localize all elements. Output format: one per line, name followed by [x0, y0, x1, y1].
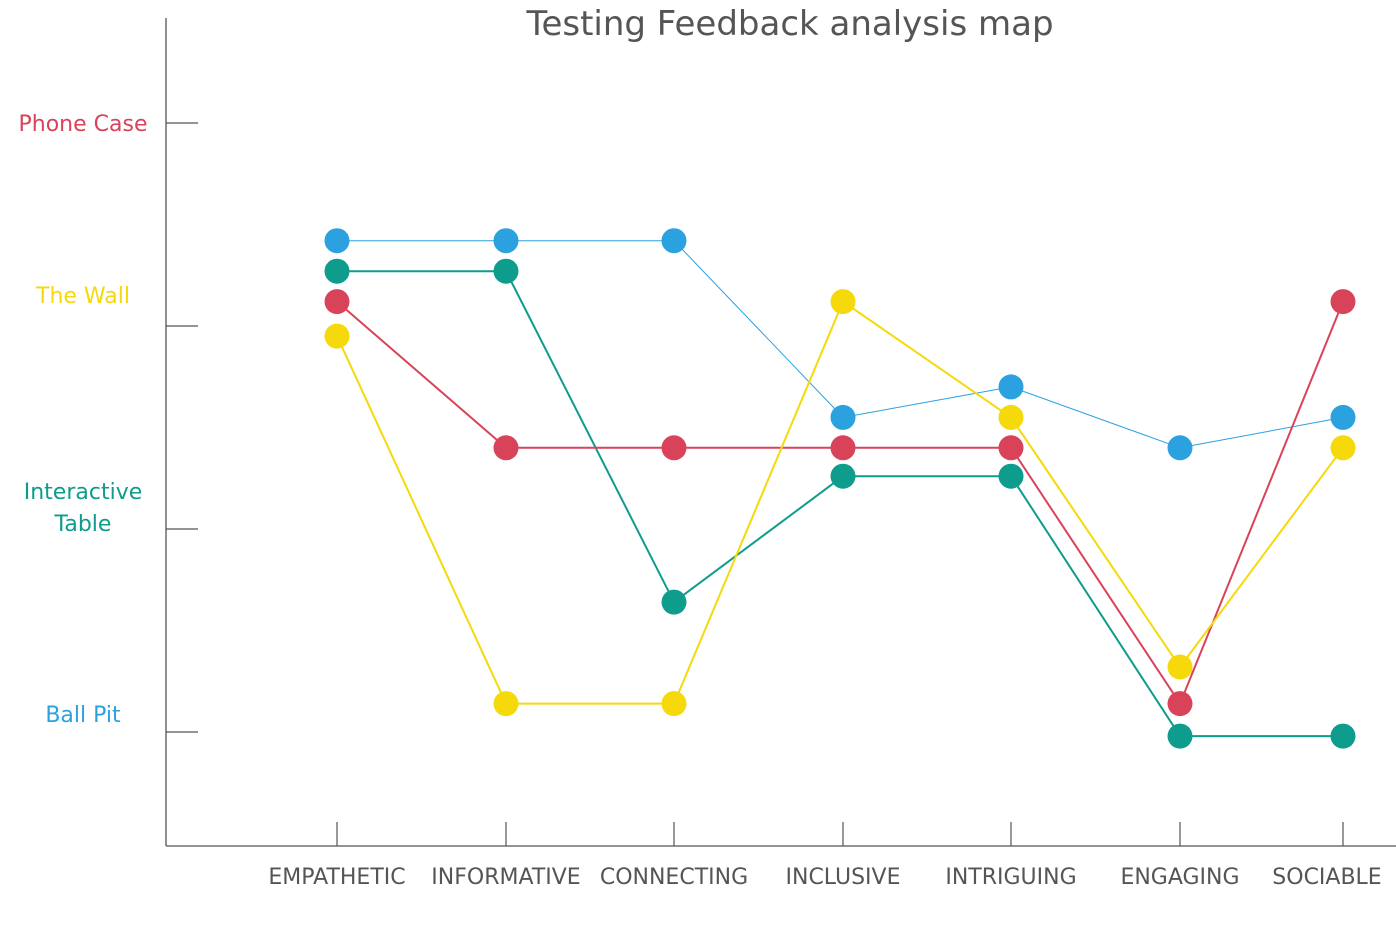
data-point: [661, 691, 687, 717]
data-point: [830, 463, 856, 489]
data-point: [1330, 435, 1356, 461]
x-tick-label: INFORMATIVE: [431, 865, 580, 890]
data-point: [998, 435, 1024, 461]
y-tick-label: Ball Pit: [45, 703, 121, 728]
x-axis-labels: EMPATHETIC INFORMATIVE CONNECTING INCLUSIVE…: [268, 865, 1381, 890]
x-tick-label: INCLUSIVE: [786, 865, 901, 890]
series-line: [336, 300, 1344, 705]
data-point: [324, 228, 350, 254]
data-point: [661, 435, 687, 461]
data-point: [830, 289, 856, 315]
data-point: [493, 258, 519, 284]
y-tick-label: Table: [54, 512, 112, 537]
data-point: [1330, 404, 1356, 430]
y-tick-label: Phone Case: [19, 112, 148, 137]
data-point: [493, 435, 519, 461]
data-point: [830, 404, 856, 430]
data-point: [661, 228, 687, 254]
x-tick-label: INTRIGUING: [945, 865, 1076, 890]
data-point: [1167, 691, 1193, 717]
data-point: [493, 228, 519, 254]
data-point: [830, 435, 856, 461]
y-tick-label: Interactive: [24, 480, 143, 505]
data-point: [1330, 289, 1356, 315]
data-point: [1167, 654, 1193, 680]
series-lines: [336, 240, 1344, 738]
y-tick-label: The Wall: [35, 284, 130, 309]
data-point: [998, 463, 1024, 489]
data-point: [493, 691, 519, 717]
data-point: [1167, 435, 1193, 461]
chart-title: Testing Feedback analysis map: [525, 4, 1053, 44]
x-tick-label: EMPATHETIC: [268, 865, 405, 890]
x-tick-label: ENGAGING: [1120, 865, 1239, 890]
data-point: [998, 404, 1024, 430]
y-axis-labels: Phone Case The Wall Interactive Table Ball P…: [19, 112, 148, 728]
axes: [165, 18, 1396, 847]
data-point: [324, 323, 350, 349]
data-point: [1167, 723, 1193, 749]
data-point: [1330, 723, 1356, 749]
data-point: [324, 289, 350, 315]
data-point: [324, 258, 350, 284]
x-tick-label: CONNECTING: [600, 865, 748, 890]
series-line: [336, 300, 1344, 705]
x-tick-label: SOCIABLE: [1272, 865, 1381, 890]
data-point: [661, 589, 687, 615]
series-points: [324, 228, 1356, 749]
data-point: [998, 374, 1024, 400]
